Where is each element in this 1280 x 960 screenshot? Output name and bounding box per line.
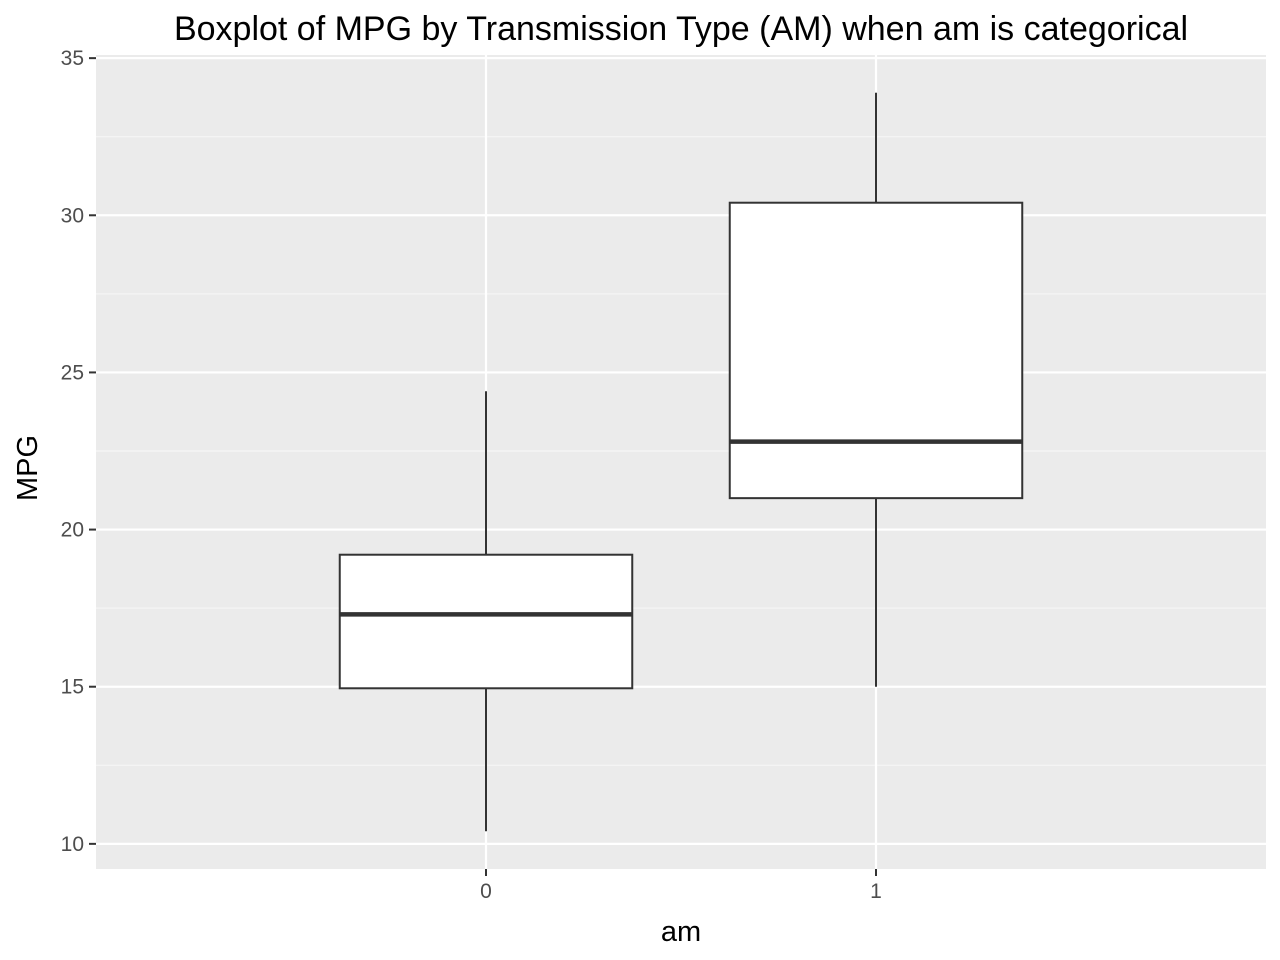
y-tick-label: 15: [61, 676, 84, 699]
chart-title: Boxplot of MPG by Transmission Type (AM)…: [174, 10, 1188, 48]
y-tick-label: 10: [61, 833, 84, 856]
x-axis-title: am: [661, 916, 701, 948]
box-iqr: [338, 553, 634, 690]
y-tick-label: 35: [61, 47, 84, 70]
plot-panel: [96, 55, 1266, 869]
y-axis-title: MPG: [12, 435, 44, 501]
y-tick-label: 25: [61, 361, 84, 384]
box-series: [338, 92, 1024, 832]
box-category-0: [338, 391, 634, 832]
x-tick-label: 0: [480, 880, 492, 903]
box-iqr: [728, 201, 1024, 500]
minor-gridlines: [96, 136, 1266, 766]
box-category-1: [728, 92, 1024, 687]
y-axis: 10 15 20 25 30 35: [61, 47, 96, 856]
x-tick-label: 1: [870, 880, 882, 903]
y-tick-label: 30: [61, 204, 84, 227]
y-tick-label: 20: [61, 519, 84, 542]
